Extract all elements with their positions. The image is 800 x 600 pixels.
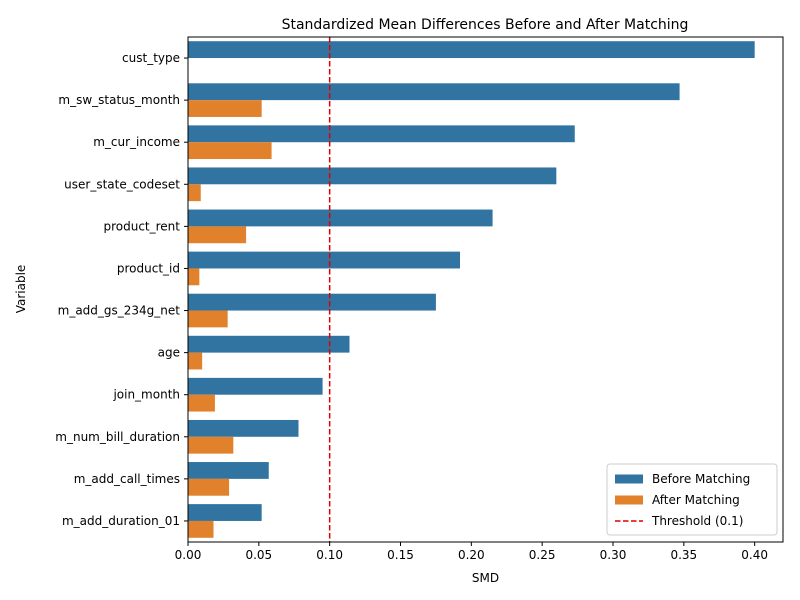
bar-after-m-sw-status-month [188, 100, 262, 117]
chart-title: Standardized Mean Differences Before and… [282, 17, 689, 33]
y-tick-label: cust_type [122, 51, 180, 65]
bar-after-m-add-call-times [188, 478, 230, 496]
bar-after-m-cur-income [188, 142, 272, 160]
bar-after-join-month [188, 394, 215, 412]
bar-before-cust-type [188, 41, 755, 59]
y-axis: cust_type m_sw_status_month m_cur_incomeus… [55, 51, 188, 528]
y-tick-label: m_cur_income [93, 135, 180, 149]
x-tick-label: 0.20 [458, 548, 485, 562]
y-tick-label: m_add_duration_01 [62, 514, 180, 528]
x-tick-label: 0.15 [387, 548, 414, 562]
legend-after-matching-label: After Matching [652, 493, 740, 507]
bar-before-age [188, 335, 350, 353]
bar-before-m-num-bill-duration [188, 419, 299, 437]
bar-after-product-rent [188, 226, 247, 244]
bar-after-m-add-gs-234g-net [188, 310, 228, 328]
y-tick-label: product_rent [103, 219, 180, 233]
y-tick-label: m_add_call_times [74, 472, 180, 486]
bar-before-m-cur-income [188, 125, 575, 143]
x-tick-label: 0.05 [245, 548, 272, 562]
bar-before-join-month [188, 377, 323, 395]
y-tick-label: user_state_codeset [64, 177, 180, 191]
bar-before-m-add-gs-234g-net [188, 293, 436, 311]
x-tick-label: 0.25 [529, 548, 556, 562]
bar-before-user-state-codeset [188, 167, 557, 185]
x-tick-label: 0.30 [600, 548, 627, 562]
legend: Before Matching After Matching Threshold (… [606, 463, 778, 536]
x-axis: 0.00 0.05 0.10 0.15 0.20 0.25 0.30 0.35 0.40 [175, 542, 768, 562]
bar-after-m-num-bill-duration [188, 436, 234, 454]
bars-layer [188, 41, 755, 538]
x-tick-label: 0.35 [670, 548, 697, 562]
bar-before-product-rent [188, 209, 493, 227]
y-tick-label: m_sw_status_month [58, 93, 180, 107]
y-axis-label: Variable [14, 265, 28, 314]
x-axis-label: SMD [472, 571, 499, 585]
bar-after-user-state-codeset [188, 184, 201, 202]
y-tick-label: age [158, 346, 180, 360]
bar-after-age [188, 352, 203, 370]
y-tick-label: product_id [117, 261, 180, 275]
bar-before-m-add-call-times [188, 462, 269, 479]
bar-after-product-id [188, 268, 200, 286]
y-tick-label: join_month [112, 388, 180, 402]
bar-before-m-sw-status-month [188, 83, 680, 101]
x-tick-label: 0.10 [316, 548, 343, 562]
x-tick-label: 0.00 [175, 548, 202, 562]
legend-box [606, 463, 778, 536]
legend-before-matching-label: Before Matching [652, 472, 750, 486]
y-tick-label: m_num_bill_duration [55, 430, 180, 444]
plot-frame [187, 36, 784, 543]
legend-after-matching-swatch [615, 495, 643, 505]
x-tick-label: 0.40 [741, 548, 768, 562]
legend-before-matching-swatch [615, 474, 643, 484]
bar-before-m-add-duration-01 [188, 504, 262, 521]
y-tick-label: m_add_gs_234g_net [58, 304, 181, 318]
bar-after-m-add-duration-01 [188, 520, 214, 538]
bar-before-product-id [188, 251, 460, 269]
legend-threshold-label: Threshold (0.1) [651, 514, 743, 528]
